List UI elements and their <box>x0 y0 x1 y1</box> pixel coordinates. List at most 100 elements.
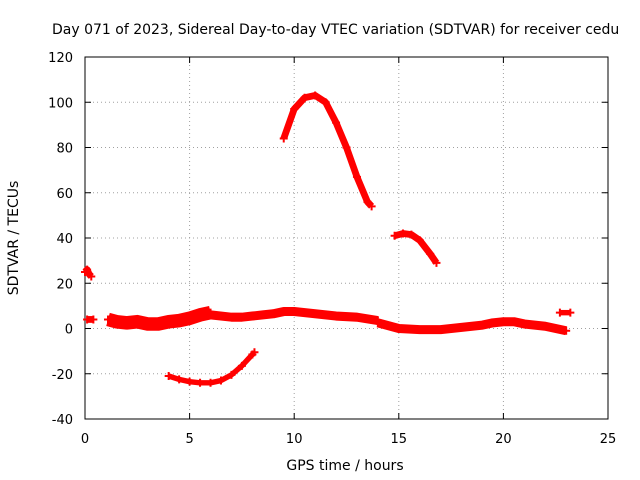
data-point <box>87 272 96 281</box>
data-point <box>154 319 163 328</box>
data-point <box>436 325 445 334</box>
y-tick-label: 0 <box>65 323 73 338</box>
data-point <box>509 317 518 326</box>
y-tick-label: 100 <box>48 96 73 111</box>
data-point <box>499 317 508 326</box>
data-point <box>196 378 205 387</box>
data-point <box>311 309 320 318</box>
data-point <box>566 308 575 317</box>
data-point <box>216 376 225 385</box>
data-point <box>415 325 424 334</box>
data-point <box>83 265 92 274</box>
data-point <box>415 236 424 245</box>
data-point <box>332 118 341 127</box>
y-tick-label: 40 <box>56 232 73 247</box>
data-point <box>390 231 399 240</box>
y-tick-label: 60 <box>56 187 73 202</box>
data-point <box>227 370 236 379</box>
data-point <box>478 321 487 330</box>
y-tick-label: 80 <box>56 142 73 157</box>
series-start-cluster <box>81 265 96 281</box>
series-line <box>393 230 440 265</box>
data-point <box>407 230 416 239</box>
x-tick-label: 10 <box>286 432 303 447</box>
y-tick-label: 20 <box>56 277 73 292</box>
data-point <box>373 318 382 327</box>
data-point <box>237 313 246 322</box>
x-axis-ticks: 0 5 10 15 20 25 <box>81 57 616 447</box>
data-point <box>398 229 407 238</box>
data-point <box>143 319 152 328</box>
data-point <box>332 312 341 321</box>
x-tick-label: 15 <box>391 432 408 447</box>
data-point <box>290 307 299 316</box>
data-point <box>206 310 215 319</box>
y-axis-ticks: -40 -20 0 20 40 60 80 100 120 <box>48 51 608 428</box>
data-point <box>89 315 98 324</box>
data-point <box>269 309 278 318</box>
data-point <box>185 314 194 323</box>
data-point <box>279 134 288 143</box>
data-point <box>196 310 205 319</box>
data-point <box>175 375 184 384</box>
x-tick-label: 0 <box>81 432 89 447</box>
data-point <box>432 258 441 267</box>
data-series <box>81 91 575 387</box>
series-baseline-a <box>104 306 215 331</box>
grid-lines <box>85 57 608 419</box>
x-tick-label: 5 <box>185 432 193 447</box>
data-point <box>185 377 194 386</box>
data-point <box>520 319 529 328</box>
data-point <box>342 143 351 152</box>
series-baseline-b <box>206 307 382 326</box>
data-point <box>164 317 173 326</box>
data-point <box>112 317 121 326</box>
series-line <box>167 350 257 386</box>
data-point <box>426 249 435 258</box>
y-tick-label: -20 <box>52 368 73 383</box>
data-point <box>133 317 142 326</box>
x-axis-label: GPS time / hours <box>286 458 403 474</box>
data-point <box>237 361 246 370</box>
y-tick-label: -40 <box>52 413 73 428</box>
data-point <box>367 202 376 211</box>
data-point <box>227 313 236 322</box>
series-negative-arc <box>164 348 259 387</box>
data-point <box>555 308 564 317</box>
series-line <box>376 317 568 336</box>
data-point <box>321 98 330 107</box>
data-point <box>175 316 184 325</box>
series-high-arc <box>279 91 376 211</box>
data-point <box>352 172 361 181</box>
data-point <box>562 326 571 335</box>
data-point <box>551 324 560 333</box>
series-mid-arc <box>390 229 441 267</box>
data-point <box>488 318 497 327</box>
data-point <box>122 318 131 327</box>
data-point <box>352 313 361 322</box>
data-point <box>363 197 372 206</box>
data-point <box>250 348 259 357</box>
x-tick-label: 25 <box>600 432 617 447</box>
data-point <box>104 315 113 324</box>
chart-title: Day 071 of 2023, Sidereal Day-to-day VTE… <box>52 22 619 38</box>
data-point <box>311 91 320 100</box>
data-point <box>300 93 309 102</box>
data-point <box>394 324 403 333</box>
data-point <box>541 322 550 331</box>
series-start-baseline <box>83 315 98 324</box>
series-line <box>280 92 375 209</box>
x-tick-label: 20 <box>495 432 512 447</box>
data-point <box>164 372 173 381</box>
data-point <box>248 312 257 321</box>
y-tick-label: 120 <box>48 51 73 66</box>
data-point <box>290 105 299 114</box>
series-end-points <box>555 308 575 317</box>
data-point <box>279 307 288 316</box>
data-point <box>258 310 267 319</box>
y-axis-label: SDTVAR / TECUs <box>6 181 22 296</box>
data-point <box>457 323 466 332</box>
data-point <box>206 378 215 387</box>
series-baseline-c <box>373 317 571 336</box>
